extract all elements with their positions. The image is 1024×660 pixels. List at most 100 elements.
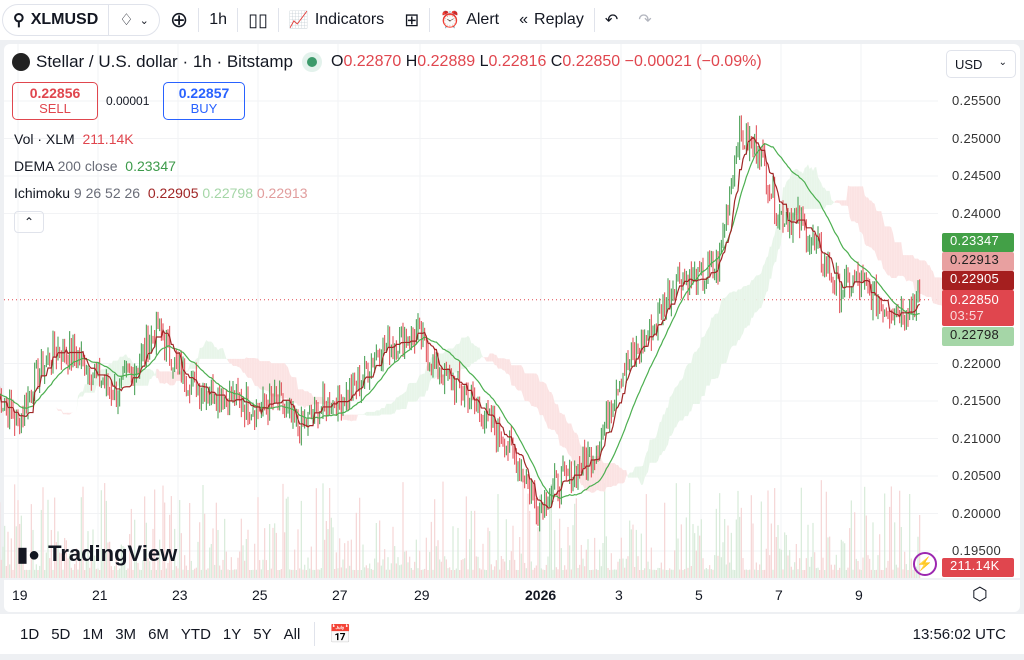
volume-bar — [352, 569, 354, 578]
volume-bar — [482, 543, 484, 578]
dema-indicator-legend[interactable]: DEMA 200 close 0.23347 — [14, 158, 176, 174]
volume-bar — [765, 548, 767, 578]
volume-bar — [750, 495, 752, 578]
cloud-segment — [823, 187, 825, 209]
volume-bar — [684, 569, 686, 578]
volume-bar — [319, 569, 321, 578]
cloud-segment — [731, 291, 733, 348]
volume-bar — [527, 493, 529, 578]
clock[interactable]: 13:56:02 UTC — [912, 625, 1006, 643]
cloud-segment — [83, 384, 85, 397]
cloud-segment — [739, 288, 742, 341]
cloud-segment — [518, 365, 520, 391]
cloud-segment — [724, 296, 727, 364]
cloud-segment — [79, 391, 82, 397]
range-5y[interactable]: 5Y — [253, 625, 272, 643]
symbol-name[interactable]: XLMUSD — [30, 11, 99, 28]
cloud-segment — [616, 464, 618, 486]
settings-icon[interactable]: ⬡ — [972, 584, 988, 604]
cloud-segment — [356, 414, 358, 421]
lightning-icon[interactable]: ⚡ — [913, 552, 937, 576]
sell-button[interactable]: 0.22856 SELL — [12, 82, 98, 120]
volume-bar — [680, 524, 682, 578]
add-symbol-icon[interactable]: ⊕ — [169, 7, 189, 32]
high-value: 0.22889 — [417, 53, 476, 70]
volume-indicator-legend[interactable]: Vol · XLM 211.14K — [14, 131, 134, 147]
cloud-segment — [774, 226, 777, 263]
cloud-segment — [744, 285, 747, 328]
cloud-segment — [766, 256, 768, 293]
chevron-down-icon[interactable]: ⌄ — [139, 14, 149, 27]
cloud-segment — [646, 450, 648, 475]
interval-button[interactable]: 1h — [199, 0, 237, 40]
volume-bar — [825, 491, 827, 578]
collapse-legend-button[interactable]: ⌃ — [14, 211, 44, 233]
volume-bar — [902, 569, 904, 578]
diamond-icon[interactable]: ♢ — [119, 12, 134, 29]
undo-button[interactable]: ↶ — [595, 0, 628, 40]
layouts-button[interactable]: ⊞ — [394, 0, 429, 40]
volume-bar — [214, 564, 216, 578]
volume-bar — [817, 567, 819, 578]
cloud-segment — [289, 373, 292, 402]
indicators-button[interactable]: 📈 Indicators — [279, 0, 394, 40]
ichimoku-indicator-legend[interactable]: Ichimoku 9 26 52 26 0.22905 0.22798 0.22… — [14, 185, 307, 201]
cloud-segment — [211, 341, 213, 359]
volume-bar — [19, 523, 21, 578]
buy-price: 0.22857 — [178, 85, 230, 101]
cloud-segment — [759, 272, 762, 309]
symbol-selector[interactable]: ⚲ XLMUSD ♢ ⌄ — [2, 4, 160, 36]
cloud-segment — [469, 337, 472, 368]
ichimoku-span-b-value: 0.22913 — [256, 185, 308, 201]
volume-bar — [89, 567, 91, 578]
cloud-segment — [264, 361, 267, 391]
chart-type-button[interactable]: ▯▯ — [238, 0, 278, 40]
range-ytd[interactable]: YTD — [180, 625, 211, 643]
volume-bar — [204, 513, 206, 578]
cloud-segment — [466, 335, 468, 368]
volume-bar — [359, 497, 361, 578]
divider — [429, 8, 431, 32]
cloud-segment — [764, 257, 767, 299]
range-3m[interactable]: 3M — [115, 625, 137, 643]
alert-button[interactable]: ⏰ Alert — [430, 0, 509, 40]
cloud-segment — [151, 369, 153, 379]
volume-bar — [620, 537, 622, 578]
cloud-segment — [416, 378, 418, 402]
volume-bar — [782, 569, 784, 578]
cloud-segment — [871, 200, 873, 250]
volume-bar — [302, 569, 304, 578]
volume-bar — [117, 569, 119, 578]
volume-bar — [487, 527, 489, 578]
cloud-segment — [374, 410, 377, 416]
volume-bar — [444, 556, 446, 578]
date-range-icon[interactable]: 📅 — [329, 623, 352, 644]
redo-button[interactable]: ↷ — [628, 0, 661, 40]
range-1d[interactable]: 1D — [20, 625, 40, 643]
cloud-segment — [868, 197, 870, 248]
volume-bar — [910, 558, 912, 578]
cloud-segment — [653, 439, 655, 463]
cloud-segment — [769, 246, 772, 279]
volume-bar — [442, 481, 444, 578]
volume-bar — [674, 550, 676, 578]
cloud-segment — [231, 358, 233, 366]
symbol-title[interactable]: Stellar / U.S. dollar · 1h · Bitstamp — [36, 52, 293, 71]
range-1m[interactable]: 1M — [82, 625, 104, 643]
volume-bar — [159, 539, 161, 578]
cloud-segment — [529, 373, 532, 406]
cloud-segment — [549, 391, 552, 430]
cloud-segment — [621, 467, 623, 484]
volume-bar — [225, 551, 227, 578]
cloud-segment — [286, 365, 288, 401]
buy-button[interactable]: 0.22857 BUY — [163, 82, 245, 120]
replay-button[interactable]: « Replay — [509, 0, 594, 40]
cloud-segment — [346, 414, 348, 421]
range-6m[interactable]: 6M — [148, 625, 169, 643]
currency-selector[interactable]: USD ⌄ — [946, 50, 1016, 78]
cloud-segment — [288, 367, 290, 401]
range-1y[interactable]: 1Y — [222, 625, 242, 643]
range-5d[interactable]: 5D — [51, 625, 71, 643]
range-all[interactable]: All — [283, 625, 301, 643]
